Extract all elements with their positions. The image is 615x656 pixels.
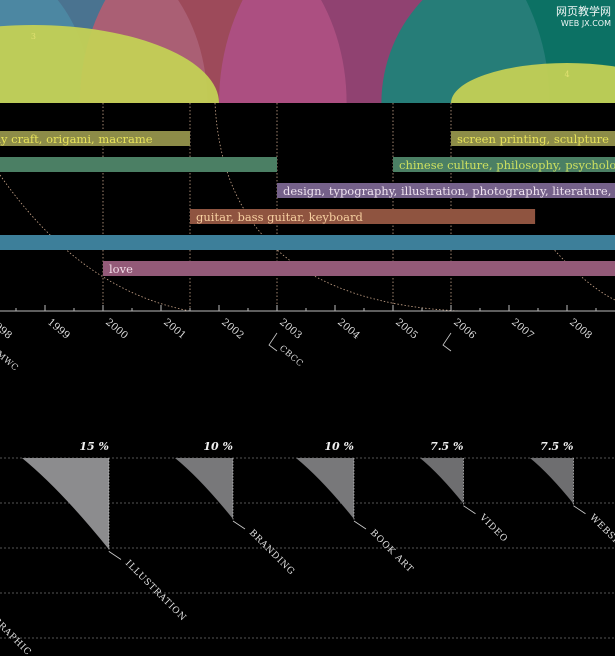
skill-value-label: 7.5 % <box>540 440 573 453</box>
skill-value-label: 10 % <box>203 440 233 453</box>
arc-5 <box>0 25 219 103</box>
skill-leader-line <box>353 520 367 530</box>
skill-value-label: 15 % <box>79 440 109 453</box>
interest-bar <box>0 235 615 250</box>
guide-curve <box>0 174 191 312</box>
interest-bar <box>103 261 615 276</box>
skill-leader-line <box>573 505 586 515</box>
interest-bar-label: love <box>109 262 133 276</box>
skill-area <box>296 458 354 519</box>
skill-leader-line <box>232 520 246 530</box>
bars-layer: clay craft, origami, macrame screen print… <box>0 131 615 276</box>
interest-bar-label: clay craft, origami, macrame <box>0 132 153 146</box>
watermark: 网页教学网 WEB JX.COM <box>556 6 611 30</box>
skill-value-label: 7.5 % <box>430 440 463 453</box>
skill-name-label: ILLUSTRATION <box>123 559 188 624</box>
skill-name-label: GRAPHIC <box>0 615 33 656</box>
interest-bar-label: chinese culture, philosophy, psychology <box>399 158 615 172</box>
skill-name-label: BRANDING <box>247 528 296 577</box>
skill-name-label: VIDEO <box>477 512 510 545</box>
interest-bar <box>277 183 615 198</box>
skills-chart: 15 % ILLUSTRATION 10 % BRANDING 10 % BOOK ART… <box>0 440 615 656</box>
interest-bar <box>451 131 615 146</box>
arc-number: 3 <box>31 32 36 41</box>
event-leader-line <box>442 332 452 352</box>
skill-leader-line <box>463 505 476 515</box>
skill-area <box>22 458 109 550</box>
event-leader-line <box>268 332 278 352</box>
skill-leader-line <box>108 551 122 560</box>
watermark-url: WEB JX.COM <box>560 19 611 28</box>
skill-area <box>420 458 464 504</box>
skill-value-label: 10 % <box>324 440 354 453</box>
interest-bar <box>0 157 277 172</box>
arc-number: 4 <box>564 70 569 79</box>
interest-bar-label: screen printing, sculpture <box>457 132 609 146</box>
guide-curve <box>214 102 461 312</box>
skill-name-label: WEBSITE <box>587 513 615 556</box>
guide-lines <box>0 102 615 312</box>
interest-bar-label: design, typography, illustration, photog… <box>283 184 615 198</box>
interest-bar-label: guitar, bass guitar, keyboard <box>196 210 364 224</box>
skill-name-label: BOOK ART <box>368 528 415 575</box>
interest-bar <box>190 209 536 224</box>
skill-area <box>530 458 574 504</box>
skill-area <box>175 458 233 519</box>
interest-bar <box>0 131 190 146</box>
interest-bar <box>393 157 615 172</box>
arc-6 <box>451 63 615 103</box>
watermark-title: 网页教学网 <box>556 5 611 18</box>
